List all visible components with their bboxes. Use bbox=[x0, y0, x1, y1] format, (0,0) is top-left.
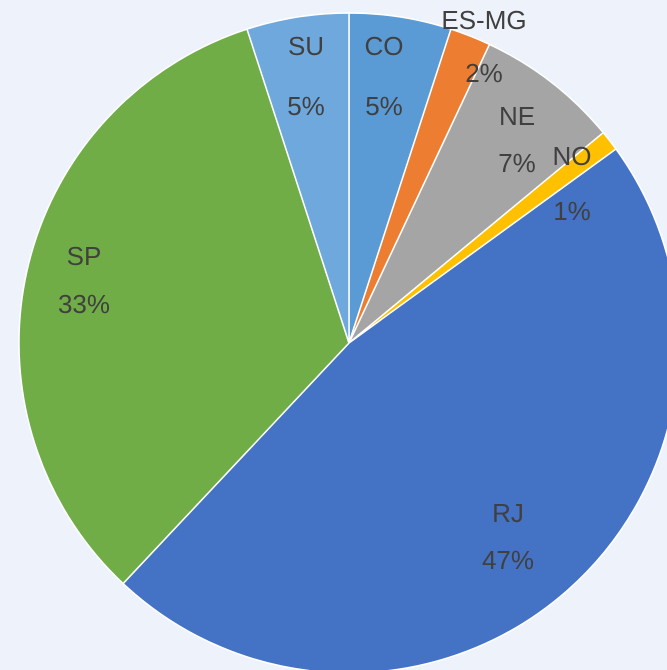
slice-category-label: CO bbox=[365, 31, 404, 61]
slice-category-label: SU bbox=[288, 31, 324, 61]
slice-category-label: NE bbox=[499, 101, 535, 131]
slice-category-label: RJ bbox=[492, 498, 524, 528]
slice-value-label: 7% bbox=[498, 148, 536, 178]
slice-category-label: ES-MG bbox=[441, 5, 526, 35]
pie-slice bbox=[122, 147, 667, 670]
pie-slice bbox=[348, 43, 605, 344]
slice-value-label: 33% bbox=[58, 289, 110, 319]
pie-slice bbox=[18, 28, 350, 585]
pie-slice bbox=[246, 12, 350, 344]
slice-value-label: 5% bbox=[365, 91, 403, 121]
slice-category-label: NO bbox=[553, 141, 592, 171]
slice-value-label: 5% bbox=[287, 91, 325, 121]
slice-category-label: SP bbox=[67, 241, 102, 271]
slice-value-label: 47% bbox=[482, 545, 534, 575]
slice-value-label: 2% bbox=[465, 58, 503, 88]
slice-value-label: 1% bbox=[553, 196, 591, 226]
